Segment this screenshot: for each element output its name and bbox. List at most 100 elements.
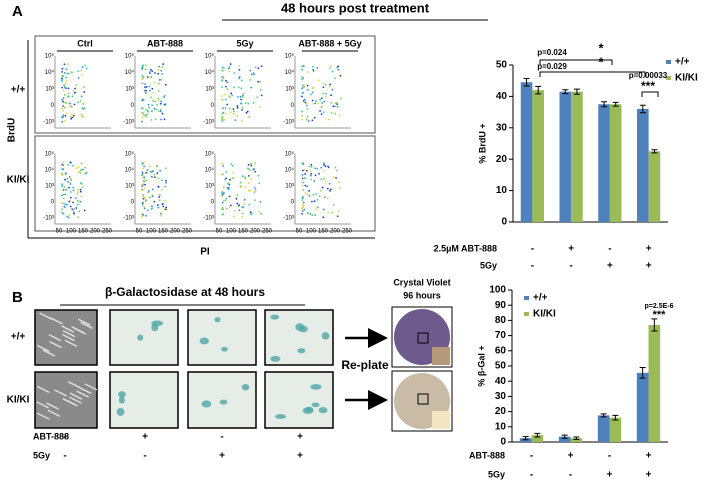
flow-dot [326, 197, 329, 200]
flow-dot [334, 112, 337, 115]
cell [116, 407, 125, 416]
condition-sign: + [568, 244, 574, 255]
flow-dot [244, 186, 247, 189]
zoom-box [417, 393, 429, 405]
condition-sign: - [220, 432, 223, 443]
flow-dot [64, 172, 67, 174]
flow-dot [64, 86, 66, 89]
flow-dot [302, 163, 305, 166]
significance-bracket [539, 71, 646, 77]
flow-dot [331, 88, 334, 91]
flow-dot [328, 85, 331, 88]
y-tick-label: 60 [495, 345, 507, 356]
flow-dot [156, 172, 159, 174]
condition-sign: + [142, 432, 148, 443]
flow-dot [336, 103, 339, 105]
flow-dot [150, 171, 152, 173]
flow-dot [141, 68, 143, 71]
flow-y-tick: -10³ [203, 120, 214, 126]
flow-dot [71, 113, 73, 116]
flow-x-tick: 250 [342, 229, 353, 235]
flow-dot [331, 70, 334, 73]
micrograph [34, 309, 98, 366]
flow-dot [159, 108, 162, 111]
error-bar [561, 434, 568, 439]
flow-dot [153, 173, 156, 176]
flow-dot [221, 173, 224, 176]
flow-dot [61, 208, 64, 211]
flow-x-tick: 200 [250, 229, 261, 235]
dish-title: 96 hours [403, 290, 441, 300]
flow-dot [329, 189, 331, 192]
flow-dot [69, 71, 72, 73]
flow-dot [143, 89, 146, 92]
flow-dot [143, 205, 145, 208]
flow-dot [165, 181, 167, 184]
flow-dot [222, 186, 225, 189]
flow-dot [66, 177, 69, 180]
flow-dot [66, 215, 68, 218]
bar [637, 108, 649, 222]
flow-dot [142, 64, 144, 67]
flow-dot [231, 164, 234, 167]
micrograph [264, 371, 334, 429]
flow-y-tick: 10⁵ [45, 151, 55, 158]
flow-dot [226, 186, 229, 189]
flow-dot [302, 76, 304, 79]
flow-dot [61, 75, 64, 78]
flow-dot [240, 186, 243, 189]
flow-dot [301, 118, 303, 121]
flow-dot [239, 102, 242, 105]
condition-label: ABT-888 [469, 450, 505, 460]
flow-dot [318, 195, 321, 198]
flow-dot [221, 113, 223, 115]
dish-frame [391, 306, 453, 368]
flow-dot [63, 186, 66, 188]
error-bar [522, 436, 529, 441]
flow-dot [79, 200, 82, 203]
dish-title: Crystal Violet [393, 277, 450, 287]
flow-dot [77, 216, 80, 219]
flow-dot [249, 211, 252, 213]
flow-dot [307, 88, 309, 91]
flow-dot [68, 200, 71, 203]
flow-dot [244, 177, 247, 180]
flow-dot [312, 70, 315, 73]
flow-dot [145, 109, 148, 111]
flow-dot [61, 174, 64, 177]
error-bar [562, 89, 569, 95]
annotation: p=0.00033 [629, 71, 668, 80]
flow-dot [155, 108, 158, 111]
flow-dot [239, 181, 242, 184]
flow-dot [61, 98, 63, 101]
cell [321, 332, 330, 340]
flow-dot [65, 203, 68, 206]
flow-dot [147, 103, 150, 106]
legend-label: KI/KI [675, 73, 698, 84]
flow-dot [224, 112, 227, 115]
flow-dot [237, 86, 240, 89]
error-bar [639, 104, 646, 114]
flow-dot [221, 69, 224, 72]
flow-dot [221, 86, 223, 88]
flow-dot [310, 173, 313, 175]
flow-dot [161, 112, 164, 115]
flow-dot [147, 191, 150, 194]
flow-dot [322, 208, 325, 211]
cell [151, 320, 164, 327]
flow-dot [148, 196, 151, 199]
flow-x-tick: 100 [146, 229, 157, 235]
flow-dot [157, 90, 160, 92]
flow-dot [334, 105, 337, 108]
flow-y-tick: 0 [291, 103, 295, 109]
flow-dot [250, 178, 253, 180]
flow-dot [258, 182, 261, 185]
flow-x-tick: 50 [216, 229, 223, 235]
flow-dot [228, 206, 231, 208]
column-label: Ctrl [77, 38, 93, 48]
flow-dot [314, 167, 317, 170]
cell [79, 386, 92, 395]
flow-dot [306, 104, 308, 107]
flow-y-tick: 10³ [285, 184, 294, 190]
flow-x-tick: 50 [296, 229, 303, 235]
